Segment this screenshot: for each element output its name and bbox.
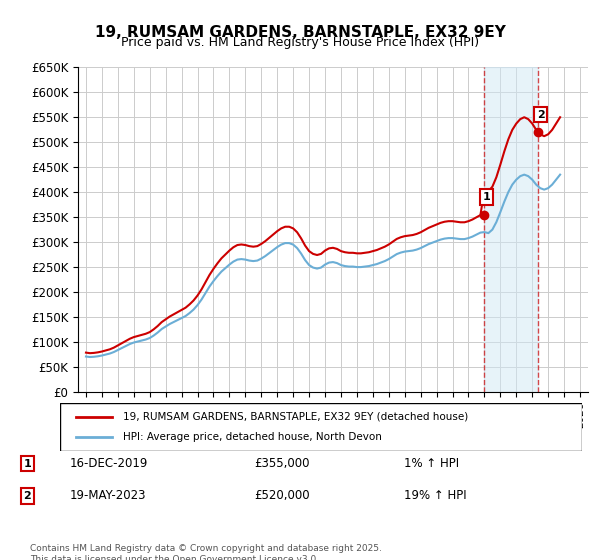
Text: 2: 2 [537, 110, 545, 120]
FancyBboxPatch shape [60, 403, 582, 451]
Text: 19-MAY-2023: 19-MAY-2023 [70, 489, 146, 502]
Text: Price paid vs. HM Land Registry's House Price Index (HPI): Price paid vs. HM Land Registry's House … [121, 36, 479, 49]
Text: Contains HM Land Registry data © Crown copyright and database right 2025.
This d: Contains HM Land Registry data © Crown c… [30, 544, 382, 560]
Text: 1: 1 [23, 459, 31, 469]
Text: 19% ↑ HPI: 19% ↑ HPI [404, 489, 466, 502]
Text: 16-DEC-2019: 16-DEC-2019 [70, 457, 148, 470]
Text: £355,000: £355,000 [254, 457, 310, 470]
Text: 1: 1 [482, 192, 490, 202]
Text: 2: 2 [23, 491, 31, 501]
Bar [484, 67, 538, 392]
Text: HPI: Average price, detached house, North Devon: HPI: Average price, detached house, Nort… [122, 432, 382, 442]
Text: 19, RUMSAM GARDENS, BARNSTAPLE, EX32 9EY: 19, RUMSAM GARDENS, BARNSTAPLE, EX32 9EY [95, 25, 505, 40]
Text: £520,000: £520,000 [254, 489, 310, 502]
Text: 19, RUMSAM GARDENS, BARNSTAPLE, EX32 9EY (detached house): 19, RUMSAM GARDENS, BARNSTAPLE, EX32 9EY… [122, 412, 468, 422]
Text: 1% ↑ HPI: 1% ↑ HPI [404, 457, 459, 470]
